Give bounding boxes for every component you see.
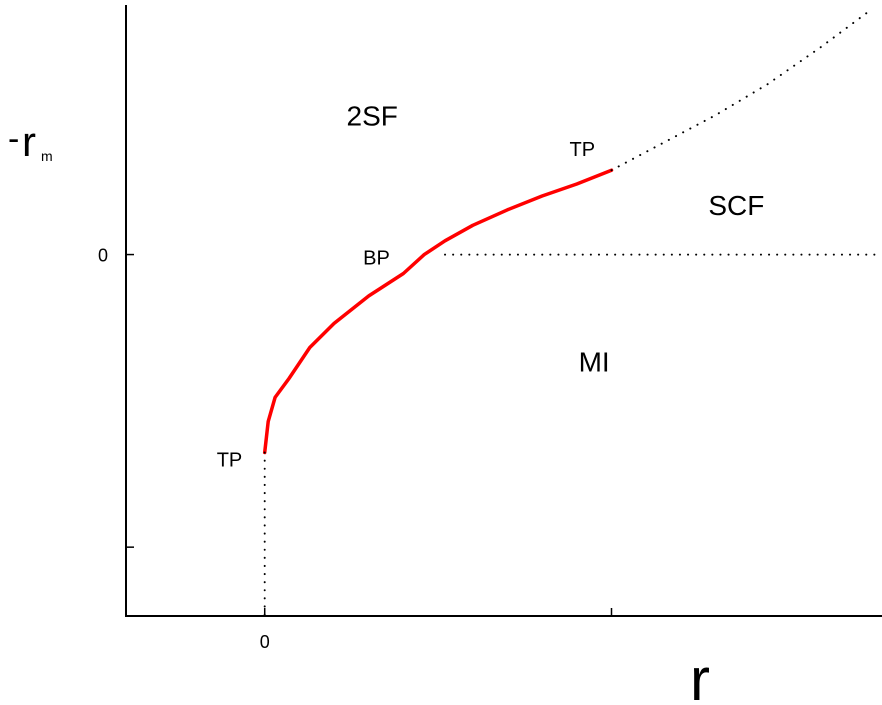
- region-label-mi: MI: [579, 347, 610, 378]
- y-axis-label: r: [22, 118, 36, 165]
- x-tick-label: 0: [260, 632, 270, 652]
- point-label-tp: TP: [217, 449, 243, 471]
- y-axis-label-prefix: -: [8, 120, 19, 158]
- phase-boundary-dotted-line-1: [610, 10, 870, 172]
- region-label-scf: SCF: [708, 190, 764, 221]
- phase-boundary-solid-line: [262, 168, 614, 455]
- region-label-2sf: 2SF: [347, 100, 398, 131]
- y-axis-label-subscript: m: [41, 148, 53, 164]
- point-label-tp: TP: [570, 139, 596, 161]
- point-label-bp: BP: [363, 248, 390, 270]
- y-tick-label: 0: [98, 246, 108, 266]
- x-axis-label: r: [690, 646, 710, 705]
